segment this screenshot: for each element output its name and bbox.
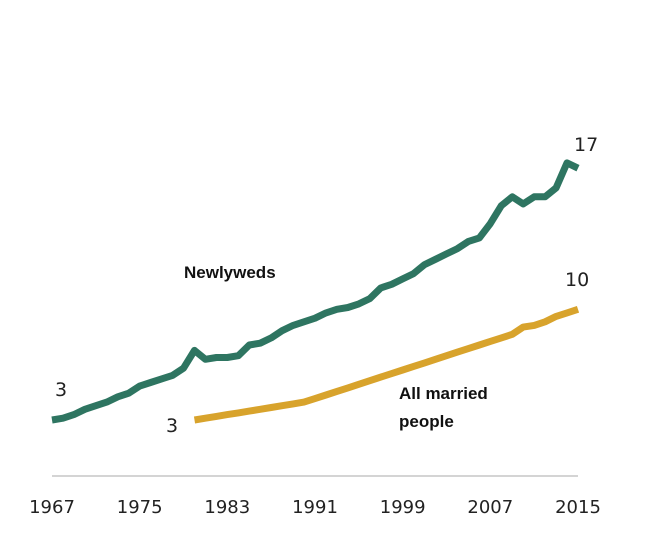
x-tick-label: 1975 bbox=[117, 497, 163, 518]
newlyweds-series-label: Newlyweds bbox=[184, 263, 276, 282]
x-tick-labels: 1967 1975 1983 1991 1999 2007 2015 bbox=[29, 497, 601, 518]
newlyweds-start-label: 3 bbox=[55, 379, 67, 401]
newlyweds-end-label: 17 bbox=[574, 134, 598, 156]
married-series-label-line1: All married bbox=[399, 384, 488, 403]
x-tick-label: 2015 bbox=[555, 497, 601, 518]
series-layer bbox=[51, 159, 580, 424]
series-line-all-married-people bbox=[193, 305, 580, 424]
married-end-label: 10 bbox=[565, 269, 589, 291]
x-tick-label: 1983 bbox=[204, 497, 250, 518]
x-tick-label: 1999 bbox=[380, 497, 426, 518]
married-series-label-line2: people bbox=[399, 412, 454, 431]
series-line-newlyweds bbox=[51, 159, 580, 424]
x-tick-label: 2007 bbox=[467, 497, 513, 518]
married-start-label: 3 bbox=[166, 415, 178, 437]
x-tick-label: 1967 bbox=[29, 497, 75, 518]
x-tick-label: 1991 bbox=[292, 497, 338, 518]
